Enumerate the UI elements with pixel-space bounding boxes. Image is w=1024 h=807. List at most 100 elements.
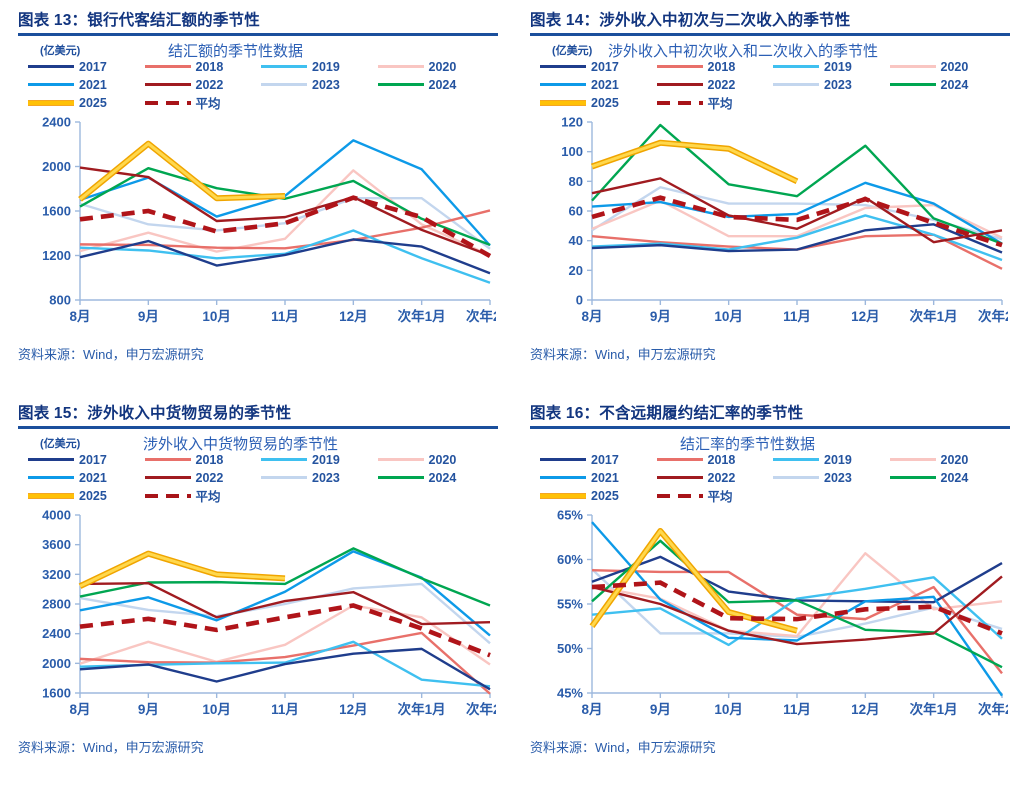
legend-item-2020: 2020: [377, 59, 495, 74]
series-line-2018: [79, 631, 491, 695]
legend-item-2023: 2023: [261, 471, 378, 485]
unit-label-14: (亿美元): [552, 44, 593, 57]
legend-swatch-2023: [773, 83, 819, 86]
series-line-2022: [79, 165, 491, 257]
legend-label-2024: 2024: [940, 470, 969, 485]
x-tick-label: 12月: [851, 309, 880, 324]
x-tick-label: 12月: [339, 702, 368, 717]
y-tick-label: 45%: [557, 685, 583, 700]
legend-label-2022: 2022: [195, 77, 224, 92]
legend-item-2018: 2018: [656, 59, 774, 74]
title-rule-13: [18, 33, 498, 36]
legend-label-2017: 2017: [79, 452, 107, 467]
legend-item-2019: 2019: [773, 60, 890, 74]
legend-swatch-2017: [28, 458, 74, 461]
panel-title-16: 图表 16：不含远期履约结汇率的季节性: [530, 405, 804, 422]
legend-item-2023: 2023: [773, 78, 890, 92]
legend-13: 2017 2018 2019 2020 2021 2022 2023 2024 2025 平均: [28, 58, 494, 112]
x-tick-label: 8月: [69, 702, 90, 717]
series-line-2021: [591, 181, 1003, 245]
line-chart-14: 0 20 40 60 80 100 120 8月 9月 10月 11月 12月 次年1月 次年2月: [561, 114, 1008, 324]
x-tick-label: 次年1月: [910, 308, 958, 324]
x-tick-label: 11月: [783, 309, 811, 324]
legend-label-2018: 2018: [195, 59, 224, 74]
legend-label-2023: 2023: [824, 470, 852, 485]
y-tick-label: 0: [576, 292, 583, 307]
chart-heading-16: 结汇率的季节性数据: [680, 435, 816, 453]
legend-label-2022: 2022: [195, 470, 224, 485]
series-line-2022: [79, 581, 491, 625]
x-tick-label: 次年1月: [398, 308, 446, 324]
series-line-2019: [591, 213, 1003, 261]
legend-item-2025: 2025: [28, 489, 145, 503]
legend-label-2025: 2025: [79, 488, 107, 503]
legend-swatch-2021: [28, 83, 74, 86]
y-tick-label: 2400: [42, 114, 71, 129]
legend-label-2025: 2025: [591, 488, 619, 503]
legend-swatch-2025: [540, 492, 586, 499]
legend-label-2025: 2025: [79, 95, 107, 110]
legend-item-2021: 2021: [28, 78, 145, 92]
y-tick-label: 1200: [42, 248, 71, 263]
series-line-2017: [79, 237, 491, 274]
legend-swatch-2022: [144, 476, 191, 479]
legend-swatch-2019: [773, 458, 819, 461]
x-tick-label: 次年1月: [910, 701, 958, 717]
legend-item-2024: 2024: [889, 470, 1007, 485]
y-tick-label: 1600: [42, 203, 71, 218]
source-note-15: 资料来源：Wind，申万宏源研究: [18, 740, 204, 755]
series-line-average: [591, 194, 1003, 247]
y-tick-label: 20: [569, 262, 583, 277]
chart-head-15: (亿美元) 涉外收入中货物贸易的季节性 2017 2018 2019 2020 2021…: [18, 433, 498, 507]
legend-item-2021: 2021: [28, 471, 145, 485]
series-line-2017: [591, 222, 1003, 254]
series-line-2021: [79, 138, 491, 246]
y-tick-label: 800: [49, 292, 71, 307]
y-tick-label: 100: [561, 144, 583, 159]
panel-chart-13: 图表 13：银行代客结汇额的季节性 (亿美元) 结汇额的季节性数据 2017 20…: [0, 0, 512, 393]
legend-label-2023: 2023: [312, 77, 340, 92]
legend-15: 2017 2018 2019 2020 2021 2022 2023 2024 2025 平均: [28, 451, 494, 505]
legend-item-平均: 平均: [656, 93, 774, 112]
series-line-average: [79, 194, 492, 258]
legend-item-2024: 2024: [889, 78, 1007, 92]
legend-swatch-2017: [540, 65, 586, 68]
legend-item-2022: 2022: [656, 471, 774, 485]
legend-swatch-2024: [377, 476, 424, 479]
legend-swatch-2023: [773, 476, 819, 479]
line-chart-13: 800 1200 1600 2000 2400 8月 9月 10月 11月 12月 次年1月 次年2月: [42, 114, 496, 324]
legend-label-2020: 2020: [428, 59, 457, 74]
legend-label-平均: 平均: [195, 490, 221, 504]
legend-label-2019: 2019: [824, 59, 852, 74]
x-tick-label: 次年2月: [466, 308, 496, 324]
series-line-2017: [79, 647, 491, 690]
legend-item-2025: 2025: [28, 96, 145, 110]
legend-swatch-2019: [773, 65, 819, 68]
legend-label-2025: 2025: [591, 95, 619, 110]
legend-label-平均: 平均: [707, 97, 733, 111]
plot-area-14: 0 20 40 60 80 100 120 8月 9月 10月 11月 12月 次年1月 次年2月: [530, 114, 1010, 414]
series-line-2020: [79, 168, 491, 257]
plot-area-16: 45% 50% 55% 60% 65% 8月 9月 10月 11月 12月 次年1月 次年2月: [530, 507, 1010, 807]
line-chart-16: 45% 50% 55% 60% 65% 8月 9月 10月 11月 12月 次年1月 次年2月: [557, 507, 1008, 717]
chart-head-13: (亿美元) 结汇额的季节性数据 2017 2018 2019 2020 2021 2022…: [18, 40, 498, 114]
legend-label-平均: 平均: [707, 490, 733, 504]
x-tick-label: 10月: [714, 309, 743, 324]
series-line-2025: [591, 140, 798, 183]
legend-item-2017: 2017: [540, 453, 657, 467]
legend-item-2018: 2018: [144, 59, 262, 74]
legend-swatch-2023: [261, 476, 307, 479]
series-line-average: [591, 579, 1003, 636]
y-tick-label: 2000: [42, 655, 71, 670]
y-tick-label: 55%: [557, 596, 583, 611]
chart-head-14: (亿美元) 涉外收入中初次收入和二次收入的季节性 2017 2018 2019 202…: [530, 40, 1010, 114]
x-tick-label: 11月: [783, 702, 811, 717]
legend-item-2019: 2019: [261, 453, 378, 467]
legend-label-2023: 2023: [824, 77, 852, 92]
legend-label-2018: 2018: [707, 59, 736, 74]
plot-area-13: 800 1200 1600 2000 2400 8月 9月 10月 11月 12月 次年1月 次年2月: [18, 114, 498, 414]
title-rule-14: [530, 33, 1010, 36]
x-tick-label: 次年1月: [398, 701, 446, 717]
legend-label-平均: 平均: [195, 97, 221, 111]
chart-heading-15: 涉外收入中货物贸易的季节性: [143, 435, 339, 453]
